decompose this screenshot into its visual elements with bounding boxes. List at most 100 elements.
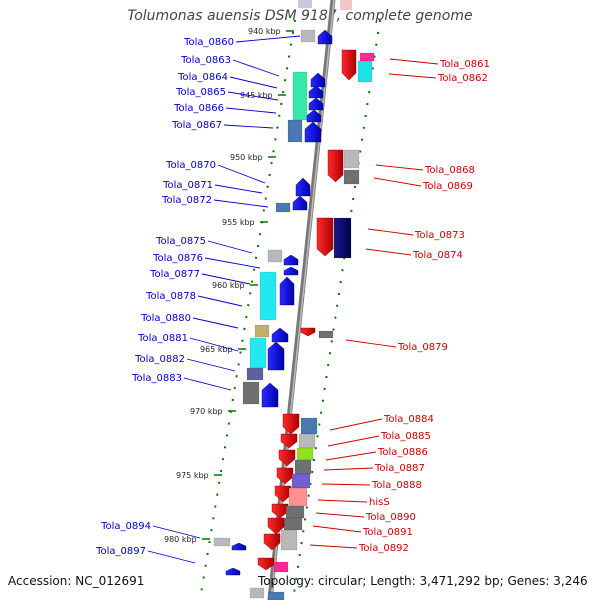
gene-tola-0864 <box>308 85 324 99</box>
gene-label-right: Tola_0892 <box>358 543 409 554</box>
gene-tola-0872 <box>275 202 291 213</box>
gene-label-left: Tola_0863 <box>180 55 231 66</box>
leader-line <box>312 525 362 533</box>
gene-hiss-arrow <box>271 503 289 519</box>
gene-tola-0886-arrow <box>278 449 296 467</box>
gene-tola-0869-box <box>343 149 360 169</box>
gene-tola-0860-arrow <box>317 29 333 45</box>
gene-label-left: Tola_0864 <box>177 72 228 83</box>
gene-label-right: Tola_0873 <box>414 230 465 241</box>
gene-label-right: Tola_0888 <box>371 480 422 491</box>
leader-line <box>217 164 266 184</box>
gene-label-right: Tola_0886 <box>377 447 428 458</box>
gene-tola-0875-box <box>267 249 283 263</box>
gene-tola-0866 <box>306 109 322 123</box>
leader-line <box>389 58 439 65</box>
gene-tola-0883-box <box>242 381 260 405</box>
leader-line <box>329 418 383 431</box>
gene-bottom-1 <box>257 557 275 571</box>
leader-line <box>317 499 368 503</box>
accession-label: Accession: NC_012691 <box>8 574 145 588</box>
gene-label-left: Tola_0866 <box>173 103 224 114</box>
scale-label: 965 kbp <box>200 345 233 354</box>
gene-tola-0879-box <box>318 330 334 339</box>
gene-label-right: hisS <box>369 497 390 508</box>
gene-tola-0885 <box>298 433 316 449</box>
gene-tola-0875 <box>283 254 299 266</box>
gene-tola-0861-box <box>359 52 375 62</box>
gene-tola-0873 <box>316 217 334 257</box>
leader-line <box>201 273 251 285</box>
gene-label-right: Tola_0891 <box>362 527 413 538</box>
gene-label-left: Tola_0870 <box>165 160 216 171</box>
gene-tola-0891 <box>283 517 303 531</box>
scale-label: 970 kbp <box>190 407 223 416</box>
leader-line <box>207 240 253 254</box>
gene-tola-0861 <box>341 49 357 81</box>
leader-line <box>321 483 371 486</box>
gene-label-right: Tola_0887 <box>374 463 425 474</box>
gene-label-left: Tola_0867 <box>171 120 222 131</box>
gene-label-left: Tola_0878 <box>145 291 196 302</box>
right-tick-line <box>292 19 381 600</box>
scale-label: 980 kbp <box>164 535 197 544</box>
leader-line <box>325 451 377 461</box>
leader-line <box>232 59 280 77</box>
gene-bottom-2 <box>273 561 289 573</box>
leader-line <box>375 164 424 171</box>
gene-label-left: Tola_0876 <box>152 253 203 264</box>
gene-label-right: Tola_0890 <box>365 512 416 523</box>
leader-line <box>197 295 243 307</box>
gene-tola-0881 <box>267 341 285 371</box>
left-tick-line <box>199 19 296 600</box>
gene-label-left: Tola_0897 <box>95 546 146 557</box>
gene-tola-0874 <box>333 217 352 259</box>
gene-tola-0879 <box>300 327 316 337</box>
gene-label-left: Tola_0883 <box>131 373 182 384</box>
gene-label-left: Tola_0875 <box>155 236 206 247</box>
gene-label-right: Tola_0874 <box>412 250 463 261</box>
gene-hiss <box>288 487 308 507</box>
leader-line <box>225 107 277 114</box>
gene-label-left: Tola_0871 <box>162 180 213 191</box>
scale-label: 960 kbp <box>212 281 245 290</box>
leader-line <box>214 184 263 194</box>
gene-tola-0865 <box>308 97 324 111</box>
gene-tola-0876 <box>283 266 299 276</box>
partial-gene-top <box>298 0 312 8</box>
gene-label-right: Tola_0884 <box>383 414 434 425</box>
gene-tola-0885-arrow <box>280 433 298 449</box>
gene-tola-0888 <box>291 473 311 489</box>
gene-label-left: Tola_0860 <box>183 37 234 48</box>
gene-label-right: Tola_0862 <box>437 73 488 84</box>
gene-label-left: Tola_0882 <box>134 354 185 365</box>
scale-label: 950 kbp <box>230 153 263 162</box>
gene-tola-0867-box <box>287 119 303 143</box>
scale-label: 955 kbp <box>222 218 255 227</box>
leader-line <box>213 199 269 208</box>
gene-tola-0888-arrow <box>274 485 292 503</box>
gene-tola-0860-box <box>300 29 316 43</box>
gene-tola-0881-box <box>249 337 267 369</box>
leader-line <box>192 317 239 329</box>
gene-label-left: Tola_0872 <box>161 195 212 206</box>
gene-tola-0884 <box>282 413 300 435</box>
gene-tola-0883 <box>261 382 279 408</box>
gene-label-right: Tola_0879 <box>397 342 448 353</box>
genome-summary: Topology: circular; Length: 3,471,292 bp… <box>258 574 588 588</box>
gene-tola-0877-box <box>259 271 277 321</box>
leader-line <box>235 35 301 43</box>
gene-tola-0882-box <box>246 367 264 381</box>
leader-line <box>365 248 412 256</box>
gene-tola-0892-arrow <box>263 533 281 551</box>
leader-line <box>227 91 279 101</box>
leader-line <box>229 76 278 89</box>
leader-line <box>367 228 414 236</box>
gene-label-left: Tola_0877 <box>149 269 200 280</box>
gene-label-right: Tola_0869 <box>422 181 473 192</box>
gene-tola-0863 <box>310 72 326 88</box>
gene-label-right: Tola_0868 <box>424 165 475 176</box>
gene-label-right: Tola_0885 <box>380 431 431 442</box>
